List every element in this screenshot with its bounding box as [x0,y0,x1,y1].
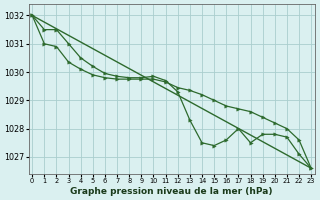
X-axis label: Graphe pression niveau de la mer (hPa): Graphe pression niveau de la mer (hPa) [70,187,273,196]
